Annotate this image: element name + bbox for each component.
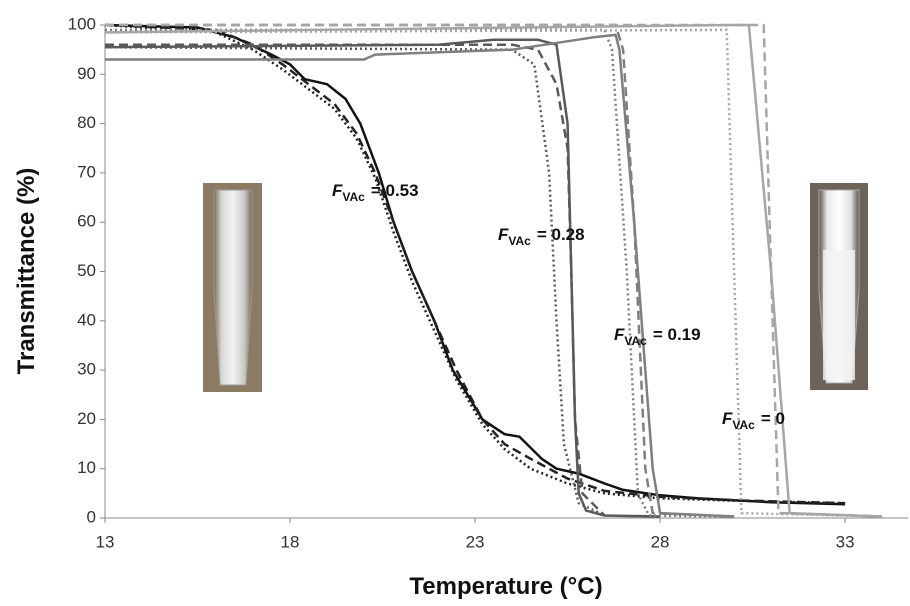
annotation-subscript: VAc bbox=[342, 190, 365, 204]
y-tick-label: 40 bbox=[77, 310, 96, 329]
annotation-value: = 0 bbox=[761, 409, 785, 428]
y-tick-label: 20 bbox=[77, 409, 96, 428]
series-line bbox=[105, 23, 735, 518]
y-tick-label: 60 bbox=[77, 212, 96, 231]
y-tick-label: 30 bbox=[77, 360, 96, 379]
x-tick-label: 23 bbox=[466, 532, 485, 551]
x-tick-label: 28 bbox=[651, 532, 670, 551]
y-axis-title: Transmittance (%) bbox=[13, 168, 40, 375]
series-line bbox=[105, 28, 735, 518]
annotation-value: = 0.53 bbox=[371, 181, 419, 200]
cuvette-photo-turbid bbox=[810, 183, 868, 390]
annotation-value: = 0.28 bbox=[537, 225, 585, 244]
x-tick-label: 18 bbox=[281, 532, 300, 551]
annotation-subscript: VAc bbox=[732, 418, 755, 432]
annotation-symbol: F bbox=[614, 325, 625, 344]
y-tick-label: 50 bbox=[77, 261, 96, 280]
cuvette-photo-clear bbox=[203, 183, 262, 392]
annotation: FVAc = 0.19 bbox=[614, 325, 701, 348]
annotation-symbol: F bbox=[498, 225, 509, 244]
annotation: FVAc = 0.53 bbox=[332, 181, 419, 204]
series-line bbox=[104, 23, 846, 505]
series-line bbox=[105, 43, 606, 517]
annotation: FVAc = 0.28 bbox=[498, 225, 585, 248]
y-tick-label: 70 bbox=[77, 162, 96, 181]
annotation-value: = 0.19 bbox=[653, 325, 701, 344]
y-tick-label: 10 bbox=[77, 458, 96, 477]
annotation-symbol: F bbox=[722, 409, 733, 428]
y-tick-label: 0 bbox=[87, 507, 96, 526]
y-tick-label: 100 bbox=[68, 14, 96, 33]
annotation: FVAc = 0 bbox=[722, 409, 785, 432]
series-line bbox=[104, 23, 846, 505]
series-line bbox=[105, 33, 735, 518]
annotation-subscript: VAc bbox=[624, 334, 647, 348]
series-line bbox=[104, 45, 606, 517]
series-line bbox=[104, 38, 661, 518]
x-tick-label: 13 bbox=[96, 532, 115, 551]
y-tick-label: 90 bbox=[77, 64, 96, 83]
x-tick-label: 33 bbox=[836, 532, 855, 551]
annotation-subscript: VAc bbox=[508, 234, 531, 248]
y-tick-label: 80 bbox=[77, 113, 96, 132]
x-axis-title: Temperature (°C) bbox=[409, 573, 602, 600]
annotation-symbol: F bbox=[332, 181, 343, 200]
